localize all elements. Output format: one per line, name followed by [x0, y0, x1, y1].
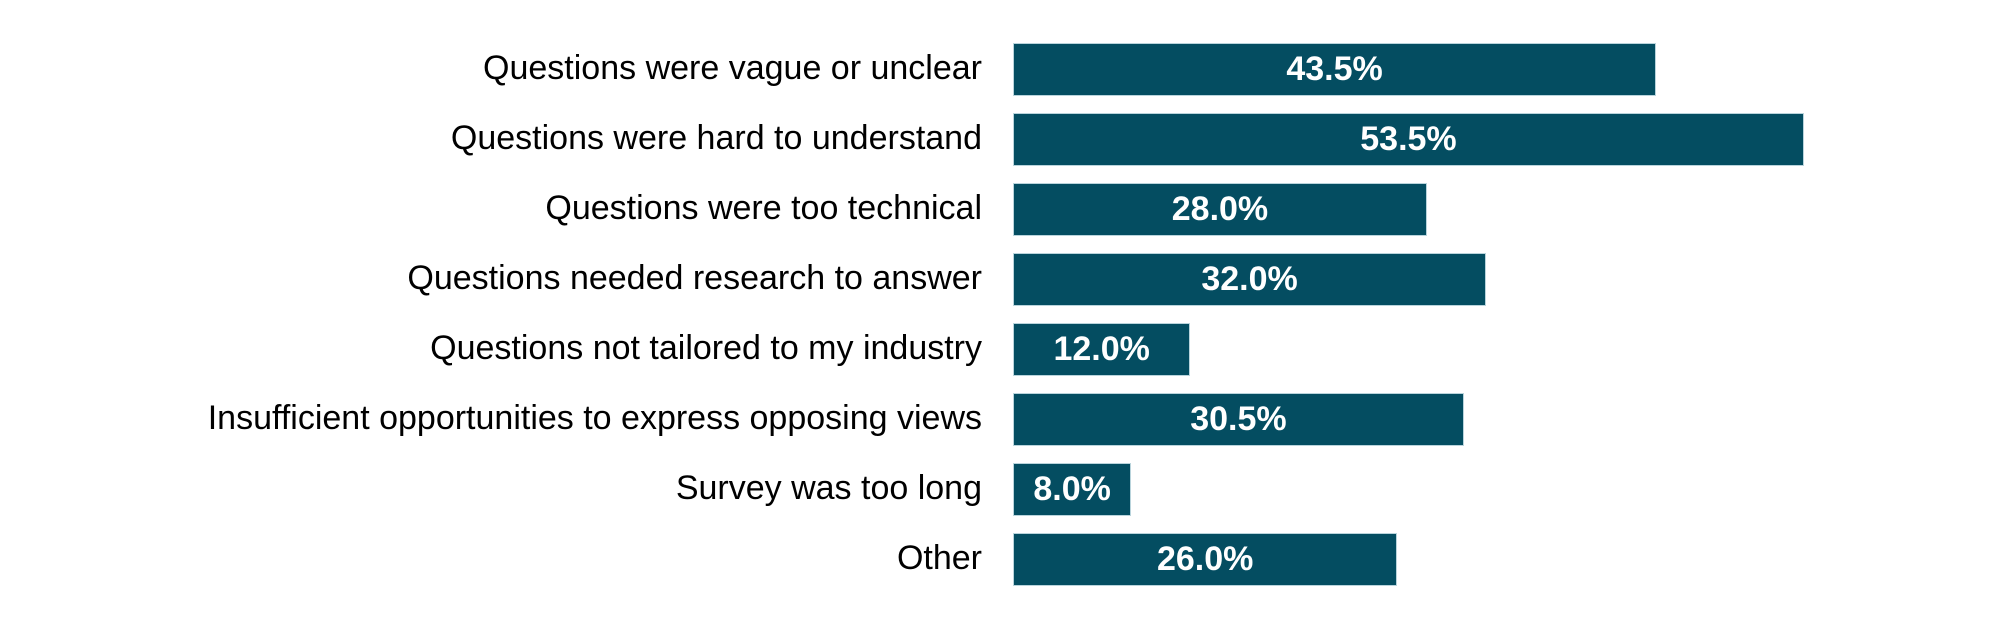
bar-track: 30.5%	[1013, 384, 1900, 454]
bar: 28.0%	[1013, 182, 1427, 236]
chart-row: Survey was too long 8.0%	[0, 454, 2000, 524]
chart-row: Questions not tailored to my industry 12…	[0, 314, 2000, 384]
bar: 12.0%	[1013, 322, 1191, 376]
bar: 43.5%	[1013, 42, 1657, 96]
category-label: Questions were vague or unclear	[483, 49, 982, 88]
chart-row: Questions needed research to answer 32.0…	[0, 244, 2000, 314]
chart-row: Questions were too technical 28.0%	[0, 174, 2000, 244]
category-label: Questions were too technical	[545, 189, 982, 228]
bar: 32.0%	[1013, 252, 1487, 306]
bar-value-label: 28.0%	[1171, 189, 1269, 228]
bar: 26.0%	[1013, 532, 1398, 586]
bar-value-label: 43.5%	[1286, 49, 1383, 88]
category-label: Other	[896, 539, 982, 578]
bar-track: 8.0%	[1013, 454, 1900, 524]
bar-track: 43.5%	[1013, 34, 1900, 104]
bar-track: 26.0%	[1013, 524, 1900, 594]
category-label: Questions were hard to understand	[450, 119, 982, 158]
bar-track: 28.0%	[1013, 174, 1900, 244]
chart-row: Questions were vague or unclear 43.5%	[0, 34, 2000, 104]
category-label: Questions not tailored to my industry	[430, 329, 982, 368]
bar-value-label: 8.0%	[1033, 469, 1111, 508]
chart-row: Other 26.0%	[0, 524, 2000, 594]
bar-track: 32.0%	[1013, 244, 1900, 314]
chart-row: Insufficient opportunities to express op…	[0, 384, 2000, 454]
category-label: Survey was too long	[675, 469, 982, 508]
bar-value-label: 26.0%	[1156, 539, 1254, 578]
category-label: Questions needed research to answer	[407, 259, 982, 298]
category-label: Insufficient opportunities to express op…	[207, 399, 982, 438]
bar-track: 53.5%	[1013, 104, 1900, 174]
chart-row: Questions were hard to understand 53.5%	[0, 104, 2000, 174]
bar: 30.5%	[1013, 392, 1464, 446]
bar-value-label: 12.0%	[1053, 329, 1150, 368]
bar: 8.0%	[1013, 462, 1132, 516]
bar-value-label: 53.5%	[1360, 119, 1457, 158]
bar-value-label: 30.5%	[1190, 399, 1287, 438]
bar-value-label: 32.0%	[1201, 259, 1298, 298]
bar: 53.5%	[1013, 112, 1804, 166]
bar-track: 12.0%	[1013, 314, 1900, 384]
